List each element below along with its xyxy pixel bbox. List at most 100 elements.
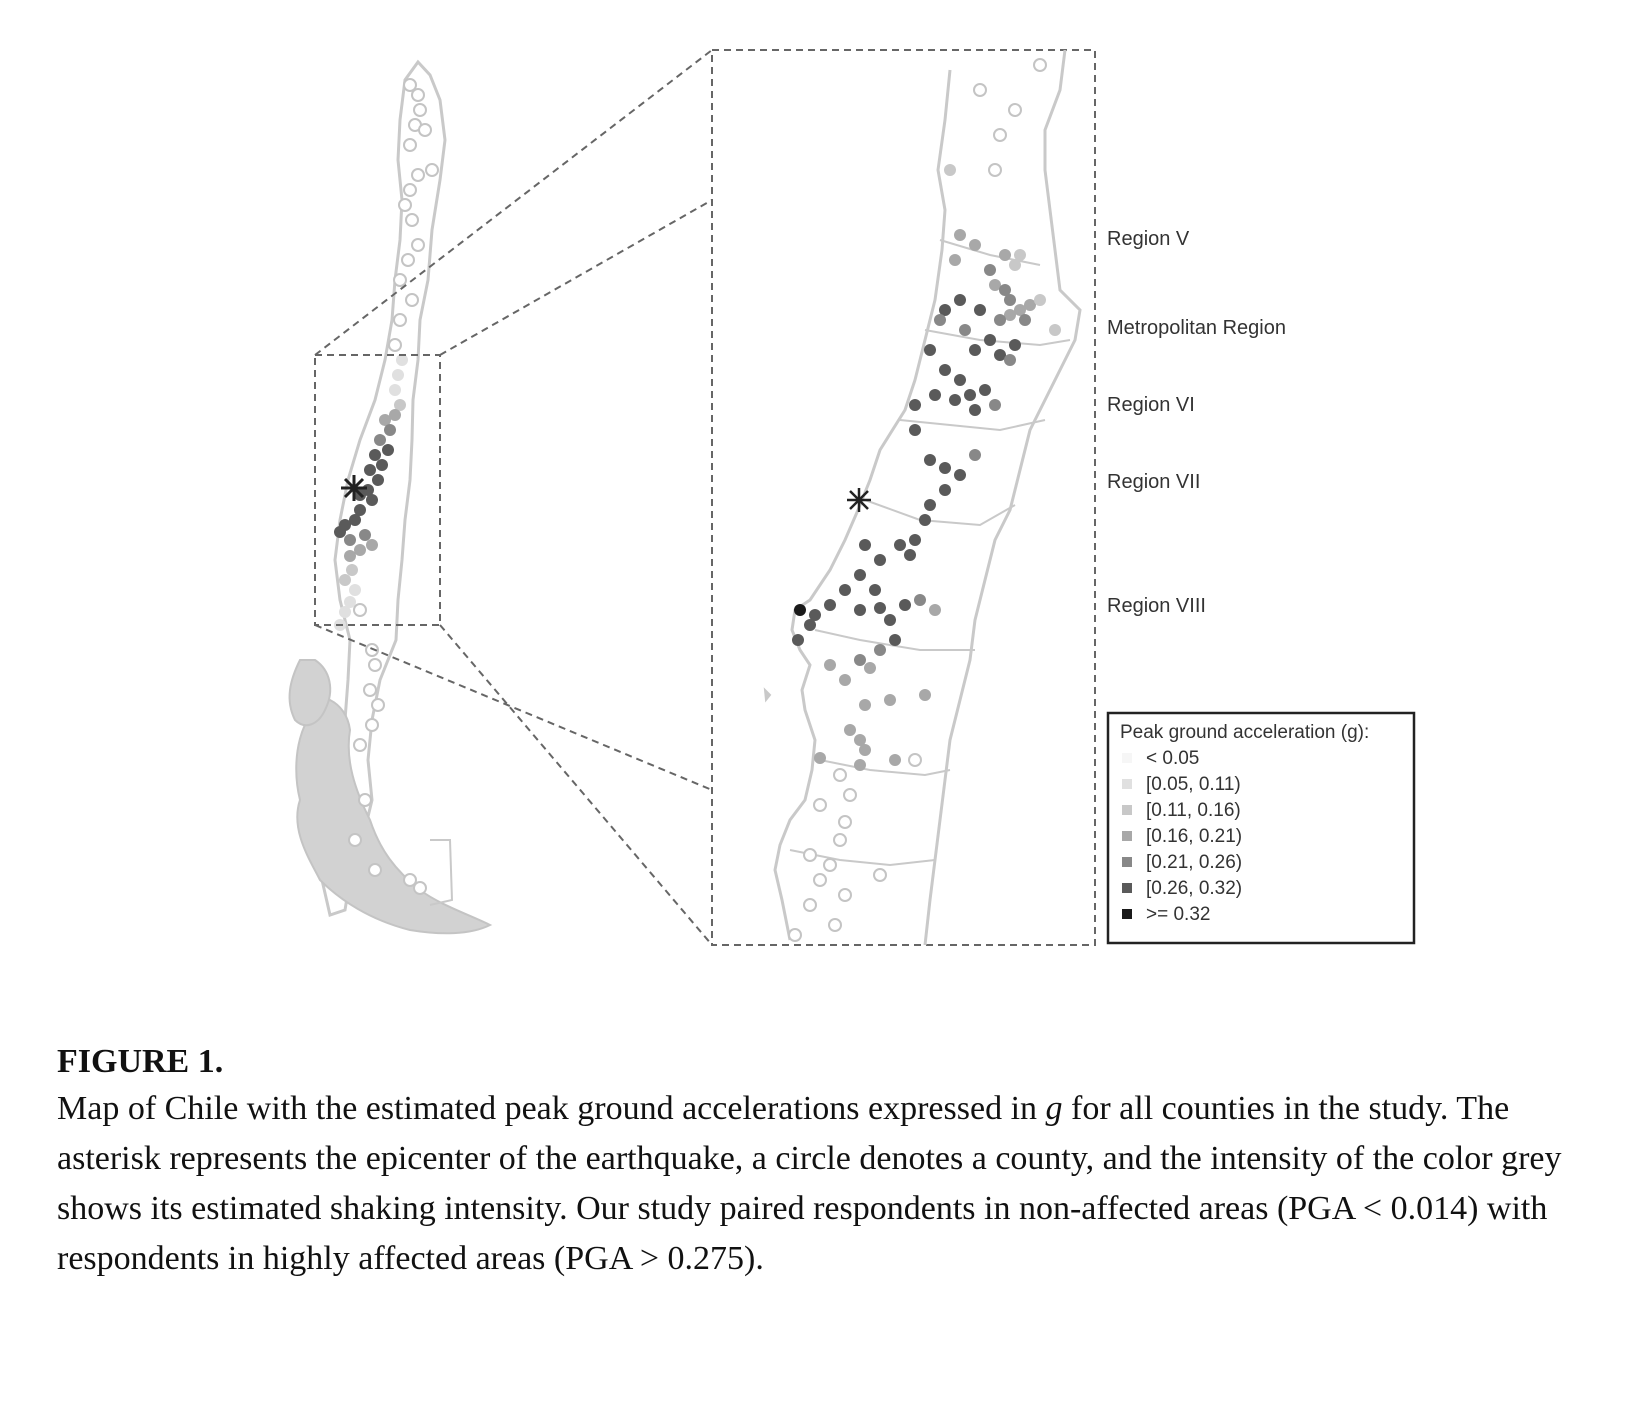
county-dot <box>813 798 827 812</box>
legend-swatch <box>1122 779 1132 789</box>
county-dot <box>1014 304 1026 316</box>
county-dot <box>418 123 432 137</box>
legend-swatch <box>1122 805 1132 815</box>
county-dot <box>413 881 427 895</box>
county-dot <box>411 168 425 182</box>
county-dot <box>372 474 384 486</box>
county-dot <box>339 574 351 586</box>
county-dot <box>954 374 966 386</box>
county-dot <box>959 324 971 336</box>
county-dot <box>874 644 886 656</box>
county-dot <box>804 619 816 631</box>
figure-caption: FIGURE 1. Map of Chile with the estimate… <box>57 1040 1597 1284</box>
county-dot <box>914 594 926 606</box>
region-labels: Region V Metropolitan Region Region VI R… <box>1107 228 1286 617</box>
county-dot <box>939 484 951 496</box>
county-dot <box>909 424 921 436</box>
patagonia-fjords <box>295 698 493 935</box>
county-dot <box>974 304 986 316</box>
county-dot <box>809 609 821 621</box>
county-dot <box>828 918 842 932</box>
county-dot <box>368 658 382 672</box>
legend-label: >= 0.32 <box>1146 904 1210 925</box>
caption-text-after: for all counties in the study. The aster… <box>57 1090 1562 1277</box>
region-label-vi: Region VI <box>1107 394 1195 416</box>
county-dot <box>838 815 852 829</box>
county-dot <box>366 494 378 506</box>
patagonia-inland <box>429 839 454 906</box>
county-dot <box>854 759 866 771</box>
county-dot <box>353 603 367 617</box>
county-dot <box>984 334 996 346</box>
county-dot <box>929 389 941 401</box>
legend-label: [0.21, 0.26) <box>1146 852 1242 873</box>
county-dot <box>349 514 361 526</box>
county-dot <box>403 78 417 92</box>
county-dot <box>1024 299 1036 311</box>
county-dot <box>839 674 851 686</box>
county-dot <box>854 734 866 746</box>
zoom-connector-lines <box>314 49 713 946</box>
legend-label: < 0.05 <box>1146 748 1199 769</box>
county-dot <box>839 584 851 596</box>
legend-label: [0.11, 0.16) <box>1146 800 1241 821</box>
county-dot <box>389 409 401 421</box>
county-dot <box>954 229 966 241</box>
county-dot <box>1004 309 1016 321</box>
county-dot <box>949 254 961 266</box>
county-dot <box>393 313 407 327</box>
county-dot <box>348 833 362 847</box>
county-dot <box>919 514 931 526</box>
county-dot <box>371 698 385 712</box>
county-dot <box>944 164 956 176</box>
legend: Peak ground acceleration (g): < 0.05 [0.0… <box>1106 711 1416 945</box>
county-dot <box>838 888 852 902</box>
county-dot <box>1019 314 1031 326</box>
county-dot <box>396 354 408 366</box>
county-dot <box>909 399 921 411</box>
county-dot <box>833 833 847 847</box>
county-dot <box>403 138 417 152</box>
chile-outline-north <box>320 59 447 917</box>
county-dot <box>869 584 881 596</box>
county-dot <box>392 369 404 381</box>
patagonia-fjords-2 <box>288 659 332 727</box>
region-label-viii: Region VIII <box>1107 595 1206 617</box>
county-dot <box>859 744 871 756</box>
county-dot <box>964 389 976 401</box>
county-dot <box>365 718 379 732</box>
county-dot <box>1034 294 1046 306</box>
county-dot <box>939 304 951 316</box>
county-dot <box>803 898 817 912</box>
county-dot <box>873 868 887 882</box>
county-dot <box>393 273 407 287</box>
county-dot <box>403 183 417 197</box>
county-dot <box>833 768 847 782</box>
legend-label: [0.26, 0.32) <box>1146 878 1242 899</box>
county-dot <box>843 788 857 802</box>
inset-region-border-2 <box>924 329 1071 347</box>
county-dot <box>864 662 876 674</box>
county-dot <box>1009 259 1021 271</box>
county-dot <box>405 293 419 307</box>
county-dot <box>813 873 827 887</box>
county-dot <box>999 284 1011 296</box>
county-dot <box>365 643 379 657</box>
county-dot <box>908 753 922 767</box>
county-dot <box>939 462 951 474</box>
county-dot <box>949 394 961 406</box>
county-dot <box>374 434 386 446</box>
legend-swatch <box>1122 857 1132 867</box>
county-dot <box>384 424 396 436</box>
inset-region-border-6 <box>819 759 951 777</box>
county-dot <box>413 103 427 117</box>
county-dot <box>929 604 941 616</box>
figure-map: Region V Metropolitan Region Region VI R… <box>288 49 1416 946</box>
county-dot <box>924 499 936 511</box>
county-dot <box>403 873 417 887</box>
legend-swatch <box>1122 883 1132 893</box>
county-dot <box>973 83 987 97</box>
county-dot <box>803 848 817 862</box>
county-dot <box>939 364 951 376</box>
county-dot <box>814 752 826 764</box>
